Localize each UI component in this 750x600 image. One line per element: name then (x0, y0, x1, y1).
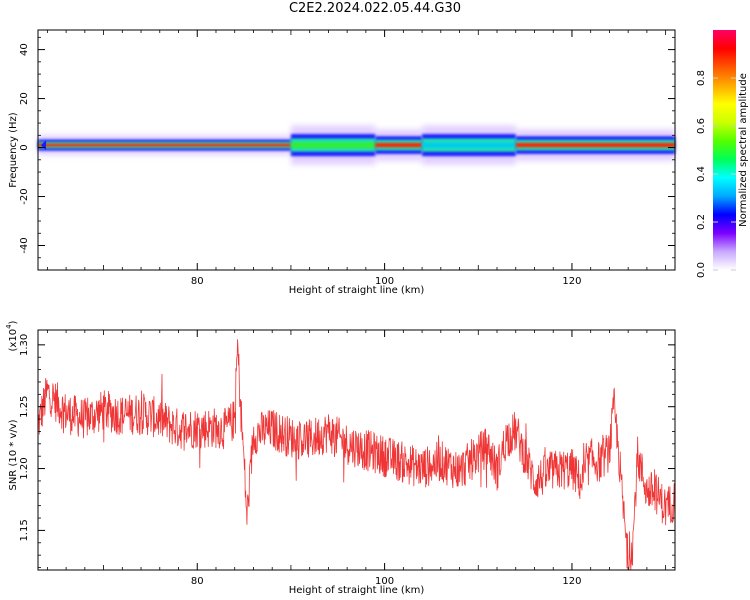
spectrogram-ticks: 80 100 120 40 20 0 -20 -40 (19, 30, 675, 287)
snr-panel: 80 100 120 1.30 1.25 1.20 1.15 Height of strai… (5, 320, 676, 596)
spectrogram-panel: 80 100 120 40 20 0 -20 -40 Height of straight l… (8, 29, 676, 296)
spectrogram-x-tick-label: 120 (562, 276, 581, 287)
snr-series-line (37, 339, 676, 571)
spectrogram-y-tick-label: -40 (19, 237, 30, 253)
colorbar-tick-label: 0.2 (696, 214, 707, 230)
spectrogram-y-tick-label: 40 (19, 43, 30, 56)
snr-y-tick-label: 1.25 (19, 396, 30, 418)
snr-y-multiplier-close: ) (8, 320, 19, 324)
snr-y-multiplier: (x104) (5, 320, 19, 351)
spectrogram-x-tick-label: 80 (191, 276, 204, 287)
spectrogram-x-axis-label: Height of straight line (km) (289, 285, 425, 296)
colorbar-tick-label: 0.0 (696, 262, 707, 278)
snr-ticks: 80 100 120 1.30 1.25 1.20 1.15 (19, 330, 675, 587)
snr-x-tick-label: 100 (375, 576, 394, 587)
colorbar-ticks: 0.0 0.2 0.4 0.6 0.8 (696, 70, 736, 278)
colorbar: 0.0 0.2 0.4 0.6 0.8 Normalized spectral ampl… (696, 30, 749, 278)
spectrogram-axes-frame (37, 29, 676, 271)
ridge-core (422, 142, 516, 148)
snr-x-tick-label: 120 (562, 576, 581, 587)
spectral-ridge (38, 125, 675, 165)
snr-x-axis-label: Height of straight line (km) (289, 585, 425, 596)
snr-y-multiplier-base: (x10 (8, 329, 19, 352)
colorbar-label: Normalized spectral amplitude (738, 73, 749, 227)
snr-x-tick-label: 80 (191, 576, 204, 587)
ridge-core (38, 143, 291, 147)
spectrogram-y-tick-label: -20 (19, 188, 30, 204)
spectrogram-y-tick-label: 0 (19, 144, 30, 150)
spectrogram-x-tick-label: 100 (375, 276, 394, 287)
figure-title: C2E2.2024.022.05.44.G30 (288, 1, 462, 16)
spectrogram-y-axis-label: Frequency (Hz) (8, 112, 19, 188)
snr-y-tick-label: 1.15 (19, 519, 30, 541)
colorbar-tick-label: 0.6 (696, 118, 707, 134)
snr-y-tick-label: 1.20 (19, 457, 30, 479)
ridge-core (290, 142, 376, 148)
snr-y-multiplier-exponent: 4 (5, 324, 13, 329)
snr-y-axis-label: SNR (10 * v/v) (8, 419, 19, 490)
ridge-core (515, 142, 675, 148)
spectrogram-y-tick-label: 20 (19, 92, 30, 105)
colorbar-gradient (713, 30, 736, 270)
colorbar-tick-label: 0.4 (696, 166, 707, 182)
snr-axes-frame (37, 329, 676, 571)
ridge-core (375, 142, 423, 148)
snr-y-tick-label: 1.30 (19, 334, 30, 356)
colorbar-tick-label: 0.8 (696, 70, 707, 86)
